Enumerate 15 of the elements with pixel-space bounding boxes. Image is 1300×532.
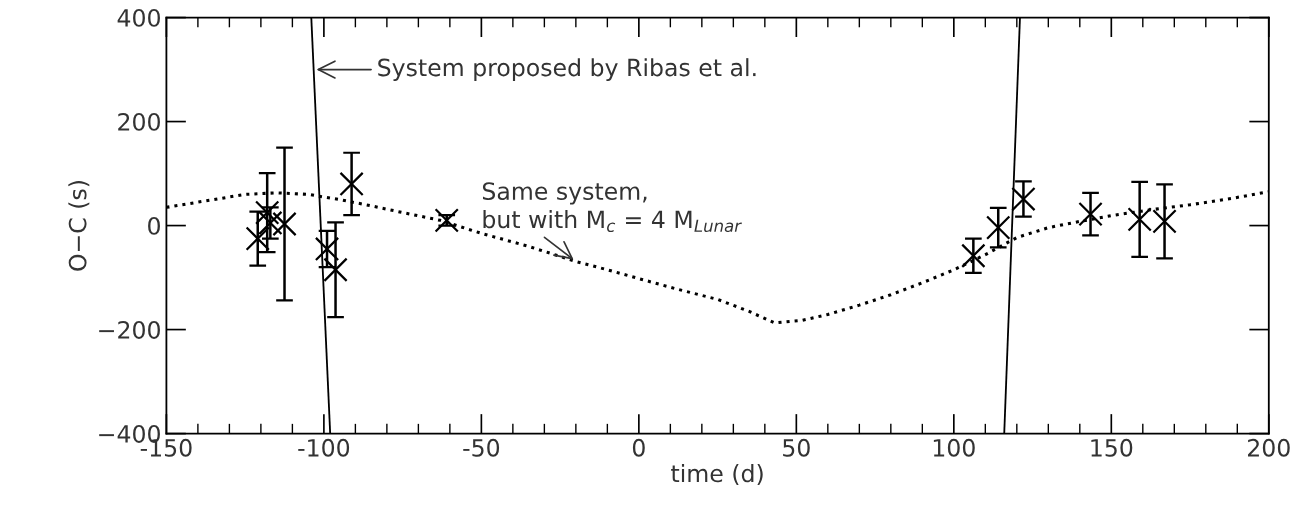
- x-axis-title: time (d): [671, 464, 763, 486]
- y-tick-label: −200: [99, 321, 160, 339]
- x-tick-label: 150: [1091, 438, 1133, 457]
- x-tick-label: 200: [1248, 438, 1290, 457]
- x-tick-label: 100: [933, 438, 975, 457]
- annotation: System proposed by Ribas et al.: [378, 58, 756, 81]
- annotation: Same system, but with M$_{c}$ = 4 M$_{Lunar}$: [482, 182, 742, 233]
- x-tick-label: -50: [463, 438, 500, 457]
- y-tick-label: 0: [148, 217, 160, 235]
- x-tick-label: -100: [298, 438, 350, 457]
- y-axis-title: O−C (s): [68, 181, 90, 271]
- y-tick-label: 400: [117, 9, 160, 27]
- x-tick-label: 50: [783, 438, 810, 457]
- y-tick-label: 200: [118, 113, 160, 131]
- x-tick-label: 0: [632, 438, 645, 457]
